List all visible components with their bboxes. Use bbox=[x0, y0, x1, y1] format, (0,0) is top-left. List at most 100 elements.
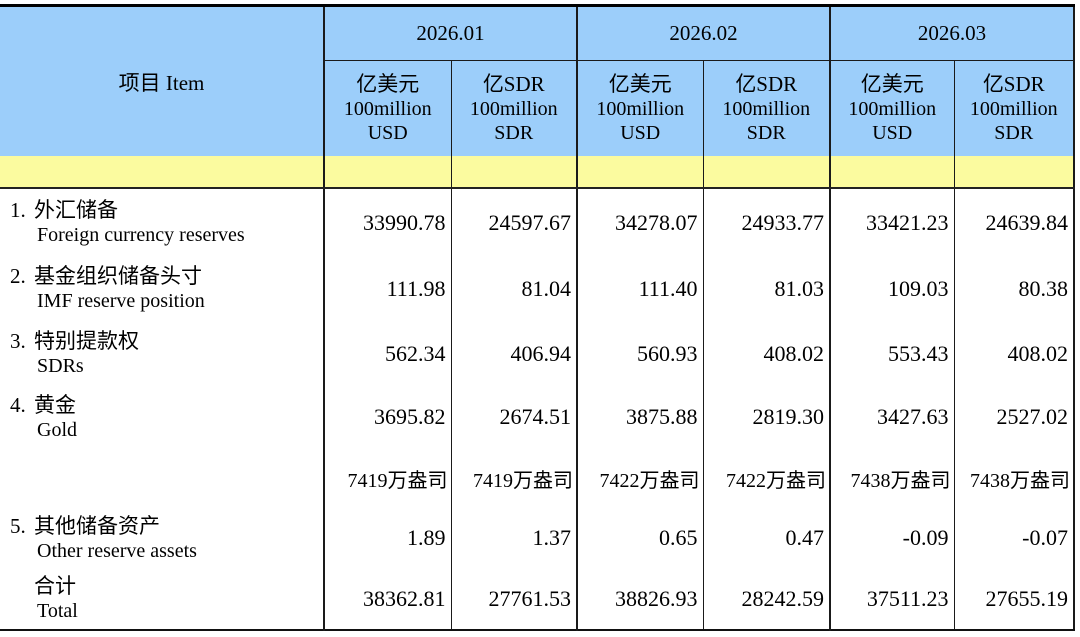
value-cell: -0.09 bbox=[829, 508, 954, 568]
value-cell: 24639.84 bbox=[953, 188, 1074, 256]
row-number: 4. bbox=[10, 392, 26, 417]
unit-header-sdr-m1: 亿SDR 100million SDR bbox=[450, 60, 577, 156]
unit-label-currency: USD bbox=[620, 122, 661, 144]
unit-label-scale: 100million bbox=[596, 98, 685, 120]
row-label-zh: 合计 bbox=[34, 574, 76, 598]
value-cell: 406.94 bbox=[450, 321, 577, 386]
row-item-imf-reserve-position: 2. 基金组织储备头寸 IMF reserve position bbox=[0, 256, 324, 321]
value-cell: 3427.63 bbox=[829, 386, 954, 448]
value-cell: 38826.93 bbox=[576, 568, 703, 630]
value-cell: 7438万盎司 bbox=[953, 448, 1074, 508]
table-row: 4. 黄金 Gold 3695.82 2674.51 3875.88 2819.3… bbox=[0, 386, 1074, 448]
spacer-row bbox=[0, 156, 1074, 189]
row-label-zh: 其他储备资产 bbox=[34, 513, 160, 538]
value-cell: 33990.78 bbox=[323, 188, 451, 256]
table-row: 1. 外汇储备 Foreign currency reserves 33990.7… bbox=[0, 188, 1074, 256]
value-cell: 3875.88 bbox=[576, 386, 703, 448]
value-cell: 27761.53 bbox=[450, 568, 577, 630]
unit-label-zh: 亿美元 bbox=[860, 72, 924, 96]
spacer-cell bbox=[450, 156, 577, 189]
value-cell: 81.04 bbox=[450, 256, 577, 321]
row-label-en: Gold bbox=[37, 418, 77, 441]
unit-label-currency: SDR bbox=[746, 122, 786, 144]
value-cell: 37511.23 bbox=[829, 568, 954, 630]
unit-label-scale: 100million bbox=[722, 98, 811, 120]
value-cell: -0.07 bbox=[953, 508, 1074, 568]
unit-label-scale: 100million bbox=[969, 98, 1058, 120]
row-label-en: Other reserve assets bbox=[37, 539, 197, 562]
value-cell: 28242.59 bbox=[702, 568, 830, 630]
unit-label-scale: 100million bbox=[848, 98, 937, 120]
row-label-en: SDRs bbox=[37, 355, 84, 377]
row-item-total: 合计 Total bbox=[0, 568, 324, 630]
unit-label-currency: SDR bbox=[994, 122, 1034, 144]
row-number: 3. bbox=[10, 329, 26, 353]
value-cell: 24933.77 bbox=[702, 188, 830, 256]
unit-label-zh: 亿SDR bbox=[735, 72, 798, 96]
item-column-header: 项目 Item bbox=[0, 5, 324, 156]
unit-label-zh: 亿SDR bbox=[982, 72, 1045, 96]
spacer-cell bbox=[702, 156, 830, 189]
unit-header-usd-m3: 亿美元 100million USD bbox=[829, 60, 954, 156]
unit-label-zh: 亿美元 bbox=[356, 72, 420, 96]
spacer-cell bbox=[0, 156, 324, 189]
value-cell: 2819.30 bbox=[702, 386, 830, 448]
value-cell: 0.47 bbox=[702, 508, 830, 568]
value-cell: 81.03 bbox=[702, 256, 830, 321]
unit-header-usd-m1: 亿美元 100million USD bbox=[323, 60, 451, 156]
row-label-zh: 基金组织储备头寸 bbox=[34, 264, 202, 288]
value-cell: 111.40 bbox=[576, 256, 703, 321]
unit-label-zh: 亿SDR bbox=[482, 72, 545, 96]
value-cell: 33421.23 bbox=[829, 188, 954, 256]
value-cell: 7438万盎司 bbox=[829, 448, 954, 508]
month-header-2026-02: 2026.02 bbox=[576, 5, 830, 61]
table-row: 2. 基金组织储备头寸 IMF reserve position 111.98 8… bbox=[0, 256, 1074, 321]
row-number: 1. bbox=[10, 198, 26, 222]
value-cell: 408.02 bbox=[953, 321, 1074, 386]
unit-header-sdr-m2: 亿SDR 100million SDR bbox=[702, 60, 830, 156]
spacer-cell bbox=[829, 156, 954, 189]
row-item-gold: 4. 黄金 Gold bbox=[0, 386, 324, 448]
header-row-months: 项目 Item 2026.01 2026.02 2026.03 bbox=[0, 5, 1074, 156]
value-cell: 7419万盎司 bbox=[323, 448, 451, 508]
value-cell: 562.34 bbox=[323, 321, 451, 386]
value-cell: 7422万盎司 bbox=[702, 448, 830, 508]
unit-label-currency: USD bbox=[872, 122, 913, 144]
value-cell: 560.93 bbox=[576, 321, 703, 386]
unit-label-zh: 亿美元 bbox=[608, 72, 672, 96]
value-cell: 0.65 bbox=[576, 508, 703, 568]
table-row: 3. 特别提款权 SDRs 562.34 406.94 560.93 408.02… bbox=[0, 321, 1074, 386]
row-number: 5. bbox=[10, 513, 26, 538]
header-row-units: 亿美元 100million USD 亿SDR 100million SDR 亿… bbox=[0, 60, 1074, 156]
value-cell: 111.98 bbox=[323, 256, 451, 321]
table-row: 5. 其他储备资产 Other reserve assets 1.89 1.37 … bbox=[0, 508, 1074, 568]
row-label-en: Foreign currency reserves bbox=[37, 224, 245, 246]
month-header-2026-03: 2026.03 bbox=[829, 5, 1074, 61]
value-cell: 109.03 bbox=[829, 256, 954, 321]
row-label-zh: 外汇储备 bbox=[34, 198, 118, 222]
row-label-zh: 特别提款权 bbox=[34, 329, 139, 353]
month-header-2026-01: 2026.01 bbox=[323, 5, 577, 61]
table-row-total: 合计 Total 38362.81 27761.53 38826.93 2824… bbox=[0, 568, 1074, 630]
value-cell: 3695.82 bbox=[323, 386, 451, 448]
value-cell: 24597.67 bbox=[450, 188, 577, 256]
spacer-cell bbox=[953, 156, 1074, 189]
value-cell: 7422万盎司 bbox=[576, 448, 703, 508]
row-item-sdrs: 3. 特别提款权 SDRs bbox=[0, 321, 324, 386]
table-row-gold-ounces: 7419万盎司 7419万盎司 7422万盎司 7422万盎司 7438万盎司 … bbox=[0, 448, 1074, 508]
value-cell: 2674.51 bbox=[450, 386, 577, 448]
unit-header-usd-m2: 亿美元 100million USD bbox=[576, 60, 703, 156]
value-cell: 80.38 bbox=[953, 256, 1074, 321]
row-item-foreign-currency-reserves: 1. 外汇储备 Foreign currency reserves bbox=[0, 188, 324, 256]
row-item-empty bbox=[0, 448, 324, 508]
row-label-en: IMF reserve position bbox=[37, 290, 205, 312]
unit-label-currency: SDR bbox=[494, 122, 534, 144]
value-cell: 27655.19 bbox=[953, 568, 1074, 630]
official-reserve-assets-table: 项目 Item 2026.01 2026.02 2026.03 亿美元 100m… bbox=[0, 4, 1075, 631]
value-cell: 2527.02 bbox=[953, 386, 1074, 448]
value-cell: 553.43 bbox=[829, 321, 954, 386]
unit-header-sdr-m3: 亿SDR 100million SDR bbox=[953, 60, 1074, 156]
unit-label-scale: 100million bbox=[343, 98, 432, 120]
row-label-en: Total bbox=[37, 600, 78, 622]
value-cell: 38362.81 bbox=[323, 568, 451, 630]
